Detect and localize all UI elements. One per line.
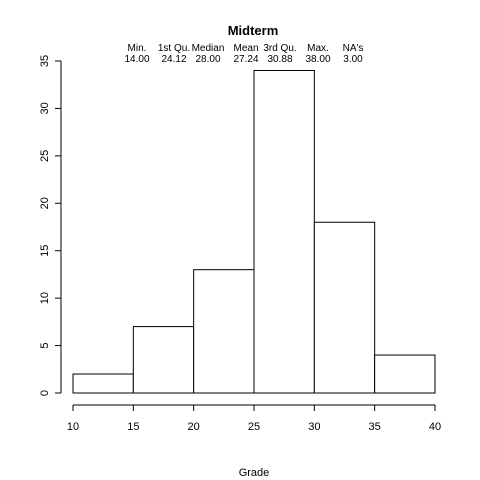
x-tick-label: 30	[308, 421, 320, 433]
histogram-bars	[72, 69, 436, 394]
y-tick-label: 20	[39, 197, 51, 209]
histogram-bar	[72, 373, 134, 394]
y-tick-label: 30	[39, 102, 51, 114]
summary-value: 30.88	[267, 54, 292, 65]
x-axis: 10 15 20 25 30 35 40	[67, 404, 441, 433]
summary-header: Max.	[307, 43, 329, 54]
x-tick-label: 25	[248, 421, 260, 433]
histogram-bar	[132, 326, 195, 394]
histogram-bar	[193, 269, 255, 394]
y-tick-label: 0	[39, 390, 51, 396]
y-tick-label: 15	[39, 245, 51, 257]
summary-value: 14.00	[124, 54, 149, 65]
summary-header: 3rd Qu.	[263, 43, 296, 54]
y-axis: 0 5 10 15 20 25 30 35	[39, 55, 62, 396]
histogram-bar	[313, 221, 376, 394]
x-tick-label: 40	[429, 421, 441, 433]
y-tick-label: 5	[39, 343, 51, 349]
y-tick-label: 10	[39, 292, 51, 304]
summary-value: 24.12	[161, 54, 186, 65]
chart-title: Midterm	[228, 23, 279, 38]
x-tick-label: 10	[67, 421, 79, 433]
x-axis-label: Grade	[239, 467, 270, 479]
summary-stats: Min. 1st Qu. Median Mean 3rd Qu. Max. NA's 14.0…	[124, 43, 363, 65]
x-tick-label: 20	[188, 421, 200, 433]
summary-value: 3.00	[343, 54, 363, 65]
histogram-bar	[374, 354, 436, 394]
summary-header: NA's	[343, 43, 364, 54]
summary-header: Min.	[128, 43, 147, 54]
histogram-bar	[253, 69, 315, 394]
x-tick-label: 35	[369, 421, 381, 433]
summary-value: 28.00	[195, 54, 220, 65]
y-tick-label: 35	[39, 55, 51, 67]
x-tick-label: 15	[127, 421, 139, 433]
summary-header: Mean	[233, 43, 258, 54]
summary-header: 1st Qu.	[158, 43, 190, 54]
summary-value: 38.00	[305, 54, 330, 65]
summary-header: Median	[192, 43, 225, 54]
y-tick-label: 25	[39, 150, 51, 162]
summary-value: 27.24	[233, 54, 258, 65]
